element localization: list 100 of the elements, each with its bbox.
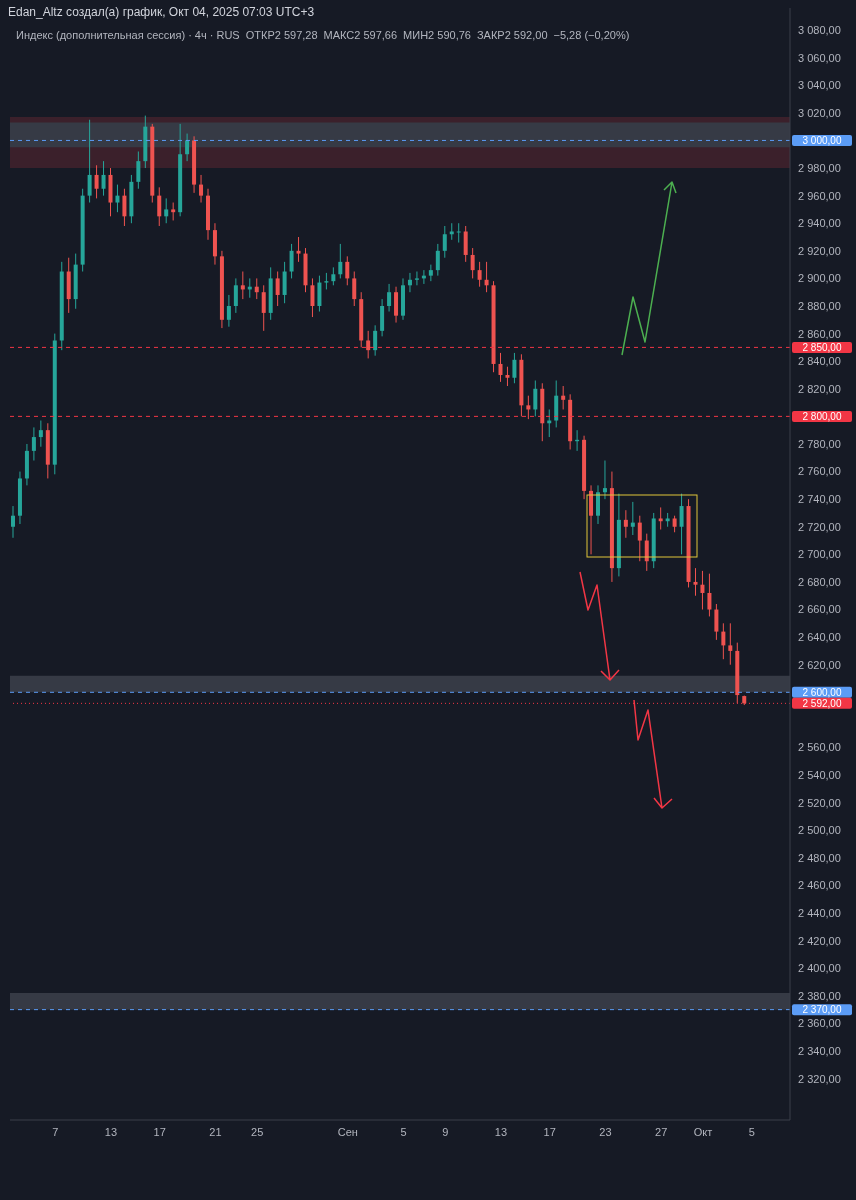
y-tick-label: 2 400,00: [798, 962, 841, 975]
candlestick: [317, 275, 322, 313]
y-tick-label: 2 620,00: [798, 658, 841, 671]
y-tick-label: 2 360,00: [798, 1017, 841, 1030]
candlestick: [261, 284, 266, 332]
y-tick-label: 2 640,00: [798, 631, 841, 644]
candlestick: [345, 255, 350, 286]
y-tick-label: 3 060,00: [798, 51, 841, 64]
y-tick-label: 2 660,00: [798, 603, 841, 616]
candlestick: [435, 243, 440, 277]
candlestick: [526, 395, 531, 420]
y-tick-label: 3 020,00: [798, 106, 841, 119]
y-tick-label: 2 860,00: [798, 327, 841, 340]
candlestick: [707, 573, 712, 617]
x-tick-label: Сен: [337, 1125, 358, 1138]
candlestick: [275, 271, 280, 307]
x-tick-label: 17: [153, 1125, 166, 1138]
x-tick-label: 25: [251, 1125, 264, 1138]
y-tick-label: 2 920,00: [798, 244, 841, 257]
candlestick: [414, 271, 419, 286]
y-tick-label: 3 080,00: [798, 23, 841, 36]
candlestick: [387, 283, 392, 313]
candlestick: [101, 160, 106, 197]
candlestick: [407, 272, 412, 293]
ref-line-label: 2 850,00: [802, 341, 842, 353]
candlestick: [456, 222, 461, 244]
candlestick: [352, 271, 357, 307]
candlestick: [721, 622, 726, 660]
candlestick: [366, 330, 371, 359]
candlestick: [87, 119, 92, 204]
candlestick: [484, 261, 489, 293]
ref-line-label: 2 800,00: [802, 410, 842, 422]
y-tick-label: 2 980,00: [798, 161, 841, 174]
y-tick-label: 2 700,00: [798, 548, 841, 561]
candlestick: [658, 506, 663, 531]
candlestick: [136, 150, 141, 190]
candlestick: [602, 460, 607, 500]
candlestick: [700, 570, 705, 611]
y-tick-label: 2 880,00: [798, 299, 841, 312]
y-tick-label: 3 040,00: [798, 79, 841, 92]
candlestick: [254, 277, 259, 300]
x-tick-label: 27: [655, 1125, 668, 1138]
annotation: ЗАКР2 592,00: [476, 29, 548, 41]
x-tick-label: 5: [748, 1125, 755, 1138]
x-tick-label: 9: [442, 1125, 449, 1138]
y-tick-label: 2 840,00: [798, 355, 841, 368]
candlestick: [533, 380, 538, 417]
y-tick-label: 2 480,00: [798, 851, 841, 864]
y-tick-label: 2 520,00: [798, 796, 841, 809]
candlestick: [470, 247, 475, 279]
y-tick-label: 2 540,00: [798, 768, 841, 781]
candlestick: [289, 243, 294, 279]
x-tick-label: 5: [400, 1125, 407, 1138]
candlestick: [240, 271, 245, 300]
y-tick-label: 2 680,00: [798, 575, 841, 588]
candlestick: [157, 186, 162, 227]
candlestick: [338, 243, 343, 279]
candlestick: [596, 484, 600, 525]
candlestick: [122, 188, 127, 227]
candlestick: [637, 515, 642, 562]
y-tick-label: 2 820,00: [798, 382, 841, 395]
x-tick-label: Окт: [693, 1125, 713, 1138]
y-tick-label: 2 740,00: [798, 493, 841, 506]
candlestick: [11, 505, 15, 539]
candlestick: [31, 426, 36, 462]
y-tick-label: 2 720,00: [798, 520, 841, 533]
y-tick-label: 2 940,00: [798, 217, 841, 230]
x-tick-label: 7: [52, 1125, 59, 1138]
candlestick: [373, 324, 378, 357]
y-tick-label: 2 500,00: [798, 824, 841, 837]
y-tick-label: 2 960,00: [798, 189, 841, 202]
candlestick: [115, 184, 120, 213]
x-tick-label: 21: [209, 1125, 222, 1138]
ref-line-label: 2 370,00: [802, 1004, 842, 1016]
y-tick-label: 2 380,00: [798, 989, 841, 1002]
chart-title: Edan_Altz создал(а) график, Окт 04, 2025 07:03 UTC+3: [8, 5, 315, 19]
x-tick-label: 13: [494, 1125, 508, 1138]
y-tick-label: 2 560,00: [798, 741, 841, 754]
y-tick-label: 2 320,00: [798, 1072, 841, 1085]
candlestick: [505, 366, 510, 387]
y-tick-label: 2 420,00: [798, 934, 841, 947]
x-tick-label: 23: [599, 1125, 612, 1138]
candlestick: [442, 225, 447, 259]
candlestick: [394, 286, 399, 324]
annotation: МАКС2 597,66: [323, 29, 398, 41]
ref-line-label: 2 600,00: [802, 686, 842, 698]
text: Индекс (дополнительная сессия) · 4ч · RUS: [16, 29, 240, 41]
candlestick: [185, 133, 190, 162]
candlestick: [199, 174, 204, 204]
candlestick: [233, 277, 238, 314]
y-tick-label: 2 900,00: [798, 272, 841, 285]
candlestick: [498, 352, 503, 383]
candlestick: [714, 603, 719, 641]
candlestick: [428, 264, 433, 282]
candlestick: [623, 509, 628, 539]
annotation: ОТКР2 597,28: [245, 29, 318, 41]
y-tick-label: 2 340,00: [798, 1044, 841, 1057]
x-tick-label: 17: [543, 1125, 556, 1138]
candlestick: [310, 277, 315, 318]
y-tick-label: 2 760,00: [798, 465, 841, 478]
